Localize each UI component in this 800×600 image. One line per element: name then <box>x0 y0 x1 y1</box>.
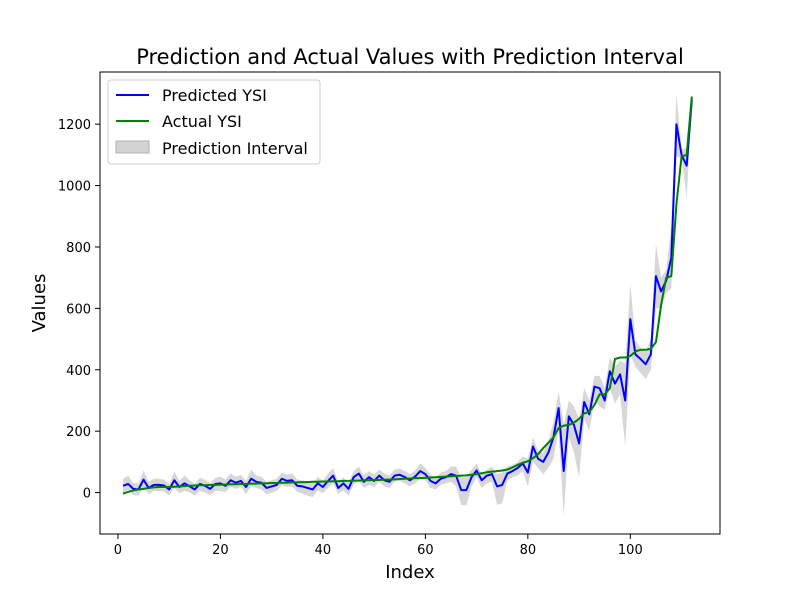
x-tick-label: 20 <box>212 543 229 558</box>
x-tick-label: 60 <box>417 543 434 558</box>
x-axis-title: Index <box>385 562 435 583</box>
x-axis: 0 20 40 60 80 100 <box>114 534 643 558</box>
y-axis-title: Values <box>29 274 50 333</box>
y-tick-label: 400 <box>66 364 91 379</box>
y-tick-label: 1000 <box>58 180 91 195</box>
legend-box <box>107 79 321 165</box>
y-tick-label: 1200 <box>58 118 91 133</box>
y-tick-label: 600 <box>66 302 91 317</box>
legend: Predicted YSI Actual YSI Prediction Inte… <box>107 79 321 165</box>
x-tick-label: 80 <box>520 543 537 558</box>
x-tick-label: 100 <box>618 543 643 558</box>
legend-label-interval: Prediction Interval <box>162 139 308 158</box>
actual-ysi-line <box>122 96 693 495</box>
y-tick-label: 800 <box>66 241 91 256</box>
y-tick-label: 0 <box>83 487 91 502</box>
y-tick-label: 200 <box>66 425 91 440</box>
plot-area <box>122 93 693 516</box>
y-axis: 0 200 400 600 800 1000 1200 <box>58 118 100 502</box>
legend-swatch-interval <box>115 140 150 154</box>
legend-label-predicted: Predicted YSI <box>162 86 267 105</box>
chart-title: Prediction and Actual Values with Predic… <box>136 45 684 69</box>
x-tick-label: 0 <box>114 543 122 558</box>
axes-frame <box>99 71 721 535</box>
legend-label-actual: Actual YSI <box>162 112 242 131</box>
x-tick-label: 40 <box>315 543 332 558</box>
